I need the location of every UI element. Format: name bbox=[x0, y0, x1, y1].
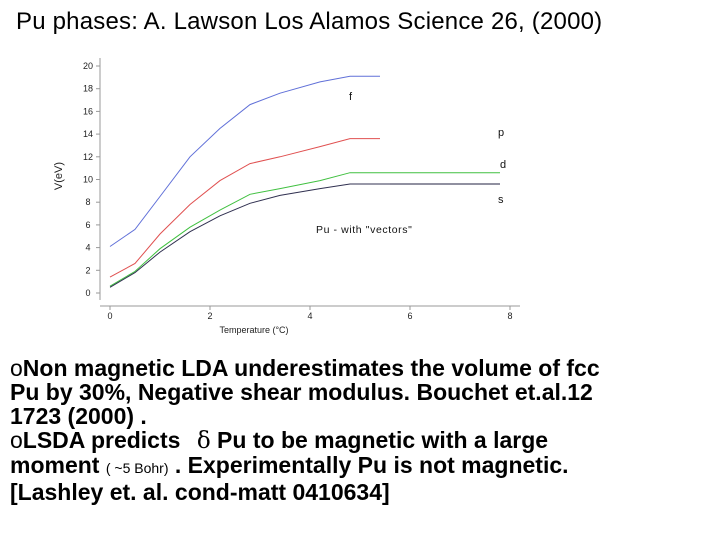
bullet-1-line-2: Pu by 30%, Negative shear modulus. Bouch… bbox=[10, 379, 593, 405]
series-label-s: s bbox=[498, 194, 504, 206]
slide-title: Pu phases: A. Lawson Los Alamos Science … bbox=[16, 8, 603, 35]
x-tick-label: 2 bbox=[207, 311, 212, 321]
series-label-d: d bbox=[500, 159, 506, 171]
bullet-list: oNon magnetic LDA underestimates the vol… bbox=[10, 356, 720, 504]
series-line-f bbox=[109, 75, 380, 247]
series-label-p: p bbox=[498, 127, 504, 139]
x-tick-label: 6 bbox=[407, 311, 412, 321]
y-tick-label: 8 bbox=[85, 197, 90, 207]
y-axis-label: V(eV) bbox=[53, 162, 65, 190]
bullet-marker: o bbox=[10, 427, 23, 453]
y-tick-label: 6 bbox=[85, 220, 90, 230]
y-tick-label: 16 bbox=[83, 106, 93, 116]
y-tick-label: 20 bbox=[83, 61, 93, 71]
bullet-2-line-2: moment ( ~5 Bohr) . Experimentally Pu is… bbox=[10, 453, 720, 480]
series-line-d bbox=[109, 172, 500, 287]
bullet-small-text: ( ~5 Bohr) bbox=[105, 460, 169, 476]
series-line-p bbox=[109, 138, 380, 278]
series-line-s bbox=[109, 183, 400, 288]
bullet-text: LSDA predicts bbox=[22, 427, 187, 453]
x-tick-label: 8 bbox=[507, 311, 512, 321]
bullet-1-line-3: 1723 (2000) . bbox=[10, 403, 147, 429]
bullet-text: . Experimentally Pu is not magnetic. bbox=[168, 452, 569, 478]
y-tick-label: 18 bbox=[83, 84, 93, 94]
series-label-f: f bbox=[349, 91, 353, 103]
bullet-1-line-1: oNon magnetic LDA underestimates the vol… bbox=[10, 356, 720, 380]
bullet-2-line-1: oLSDA predicts δ Pu to be magnetic with … bbox=[10, 428, 720, 453]
y-tick-label: 10 bbox=[83, 175, 93, 185]
chart-annotation: Pu - with "vectors" bbox=[316, 224, 412, 236]
x-tick-label: 4 bbox=[307, 311, 312, 321]
bullet-2-line-3: [Lashley et. al. cond-matt 0410634] bbox=[10, 479, 390, 505]
bullet-text: moment bbox=[10, 452, 106, 478]
y-tick-label: 12 bbox=[83, 152, 93, 162]
y-tick-label: 14 bbox=[83, 129, 93, 139]
y-tick-label: 2 bbox=[85, 265, 90, 275]
bullet-text: Non magnetic LDA underestimates the volu… bbox=[22, 355, 600, 381]
bullet-text: Pu to be magnetic with a large bbox=[210, 427, 549, 453]
delta-symbol: δ bbox=[196, 428, 211, 454]
bullet-marker: o bbox=[10, 355, 23, 381]
chart: 0 2 4 6 8 10 12 14 16 18 20 0 2 4 6 8 Temperature (°C) V(… bbox=[53, 58, 520, 335]
x-tick-label: 0 bbox=[107, 311, 112, 321]
y-tick-label: 0 bbox=[85, 288, 90, 298]
y-tick-label: 4 bbox=[85, 243, 90, 253]
x-axis-label: Temperature (°C) bbox=[219, 325, 288, 335]
